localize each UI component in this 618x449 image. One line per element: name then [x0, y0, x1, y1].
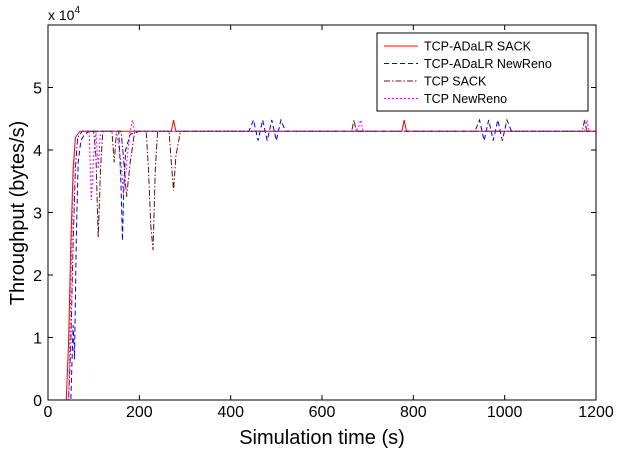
y-tick-label: 4 — [33, 143, 42, 160]
series-line-1 — [48, 119, 596, 401]
series-line-2 — [48, 118, 596, 401]
y-multiplier-base: x 10 — [48, 7, 75, 23]
legend-label: TCP SACK — [424, 75, 487, 89]
legend: TCP-ADaLR SACK TCP-ADaLR NewReno TCP SACK T… — [376, 32, 589, 112]
x-tick-label: 1200 — [578, 404, 614, 421]
legend-label: TCP-ADaLR NewReno — [424, 57, 552, 71]
x-tick-label: 400 — [217, 404, 244, 421]
legend-label: TCP NewReno — [424, 92, 507, 106]
series-line-3 — [48, 119, 596, 401]
x-tick-label: 0 — [44, 404, 53, 421]
y-axis-ticks: 0 1 2 3 4 5 — [33, 81, 596, 410]
x-axis-label: Simulation time (s) — [239, 427, 405, 449]
legend-items: TCP-ADaLR SACK TCP-ADaLR NewReno TCP SACK T… — [384, 40, 552, 106]
y-multiplier: x 104 — [48, 5, 80, 23]
legend-label: TCP-ADaLR SACK — [424, 40, 532, 54]
x-tick-label: 600 — [309, 404, 336, 421]
y-axis-label: Throughput (bytes/s) — [7, 121, 29, 306]
x-axis-ticks: 0 200 400 600 800 1000 1200 — [44, 25, 614, 421]
y-multiplier-exp: 4 — [74, 5, 80, 16]
y-tick-label: 5 — [33, 81, 42, 98]
x-tick-label: 200 — [126, 404, 153, 421]
x-tick-label: 800 — [400, 404, 427, 421]
x-tick-label: 1000 — [487, 404, 523, 421]
y-tick-label: 2 — [33, 268, 42, 285]
series-layer — [48, 118, 596, 401]
y-tick-label: 3 — [33, 206, 42, 223]
y-tick-label: 0 — [33, 393, 42, 410]
y-tick-label: 1 — [33, 331, 42, 348]
